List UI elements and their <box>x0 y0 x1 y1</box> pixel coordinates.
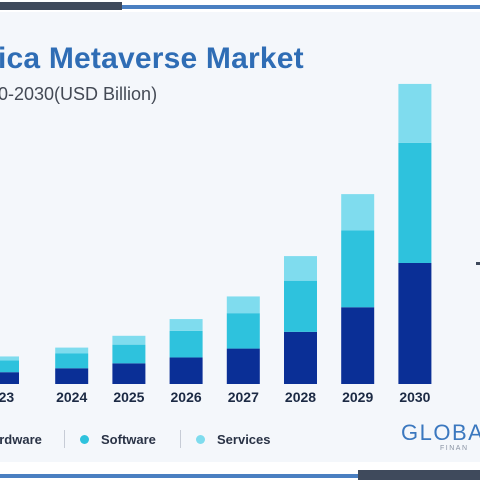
bar-group <box>0 83 432 384</box>
bar-services-2024 <box>55 347 89 354</box>
year-label-2030: 2030 <box>399 389 430 405</box>
bar-services-2027 <box>226 296 260 314</box>
year-label-023: 023 <box>0 389 14 405</box>
bar-hardware-2029 <box>341 307 375 384</box>
bar-software-2025 <box>112 344 146 364</box>
bar-software-2028 <box>284 280 317 332</box>
legend-label-services: Services <box>217 431 271 447</box>
bar-software-2026 <box>169 330 203 358</box>
bar-software-2024 <box>55 353 89 369</box>
side-decorative-mark <box>476 262 480 265</box>
legend-item-software: Software <box>80 428 156 450</box>
bottom-decorative-rule <box>0 462 480 480</box>
year-label-2025: 2025 <box>113 389 144 405</box>
bar-services-2030 <box>398 83 432 143</box>
legend-separator <box>180 430 181 448</box>
bar-software-023 <box>0 360 19 373</box>
legend-label-software: Software <box>101 431 156 447</box>
bar-hardware-2026 <box>169 357 203 384</box>
legend-item-services: Services <box>196 428 271 450</box>
year-label-group: 023 2024 2025 2026 2027 2028 2029 2030 <box>0 389 431 405</box>
year-label-2027: 2027 <box>228 389 259 405</box>
bar-services-2025 <box>112 335 146 345</box>
brand-logo-subtext: FINAN <box>440 445 469 452</box>
legend: ardware Software Services <box>0 428 300 450</box>
bar-software-2027 <box>226 313 260 349</box>
legend-label-hardware: ardware <box>0 431 42 447</box>
bar-services-2029 <box>341 194 375 231</box>
bar-software-2029 <box>341 230 375 308</box>
legend-dot-software <box>80 434 89 444</box>
legend-separator <box>64 430 65 448</box>
bar-hardware-2024 <box>55 368 89 384</box>
year-label-2024: 2024 <box>56 389 87 405</box>
bar-services-023 <box>0 356 19 361</box>
bar-hardware-2030 <box>398 262 432 384</box>
brand-logo-text: GLOBAL <box>401 420 480 445</box>
bar-hardware-2025 <box>112 363 146 384</box>
bar-software-2030 <box>398 142 432 263</box>
year-label-2029: 2029 <box>342 389 373 405</box>
chart-subtitle: 0-2030(USD Billion) <box>0 84 158 104</box>
top-rule-blue-segment <box>122 5 480 9</box>
legend-item-hardware: ardware <box>0 428 42 450</box>
legend-dot-services <box>196 434 205 444</box>
year-label-2028: 2028 <box>285 389 316 405</box>
bottom-rule-blue-segment <box>0 474 358 478</box>
bottom-rule-dark-segment <box>358 470 480 480</box>
top-rule-dark-segment <box>0 2 122 10</box>
year-label-2026: 2026 <box>171 389 202 405</box>
top-decorative-rule <box>0 0 480 12</box>
chart-title: ica Metaverse Market <box>0 42 304 75</box>
bar-hardware-2027 <box>226 348 260 384</box>
bar-hardware-023 <box>0 372 19 384</box>
bar-hardware-2028 <box>284 331 317 384</box>
bar-services-2026 <box>169 319 203 331</box>
bar-services-2028 <box>284 256 317 281</box>
